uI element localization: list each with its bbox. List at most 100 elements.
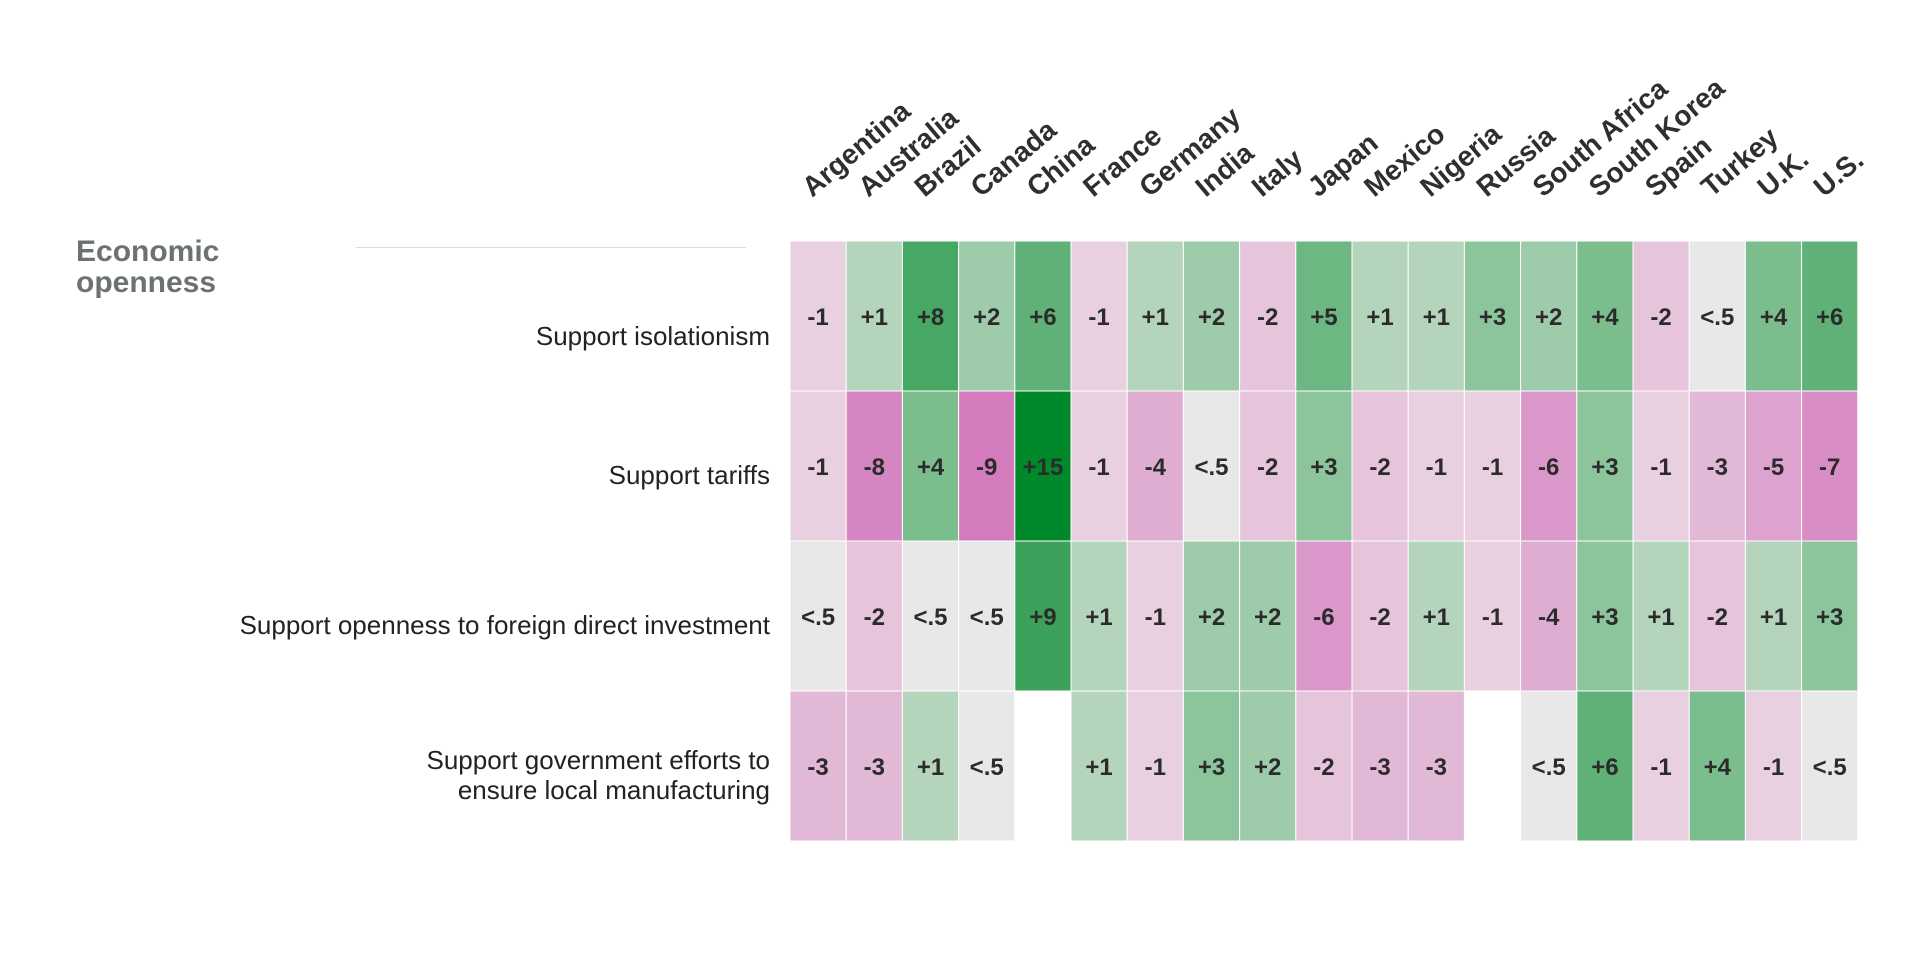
cell-value-label: +6 bbox=[1816, 304, 1843, 331]
cell-value-label: +5 bbox=[1310, 304, 1337, 331]
cell-value-label: -1 bbox=[1650, 454, 1671, 481]
heatmap-cell bbox=[1632, 390, 1690, 542]
heatmap-cell bbox=[845, 540, 903, 692]
cell-value-label: -1 bbox=[1763, 754, 1784, 781]
cell-value-label: +15 bbox=[1023, 454, 1064, 481]
cell-value-label: +4 bbox=[1591, 304, 1619, 331]
heatmap-cell bbox=[1014, 390, 1072, 542]
heatmap-cell bbox=[1070, 690, 1128, 842]
cell-value-label: +3 bbox=[1591, 604, 1618, 631]
heatmap-cell bbox=[1576, 540, 1634, 692]
heatmap-cell bbox=[1295, 240, 1353, 392]
cell-value-label: +9 bbox=[1029, 604, 1056, 631]
cell-value-label: -1 bbox=[1426, 454, 1447, 481]
heatmap-cell bbox=[1576, 690, 1634, 842]
heatmap-cell bbox=[1407, 240, 1465, 392]
heatmap-cell bbox=[1801, 390, 1859, 542]
cell-value-label: +1 bbox=[1423, 304, 1450, 331]
cell-value-label: <.5 bbox=[1532, 754, 1566, 781]
heatmap-cell bbox=[845, 240, 903, 392]
heatmap-cell bbox=[1407, 540, 1465, 692]
heatmap-cell bbox=[1070, 390, 1128, 542]
heatmap-cell bbox=[1632, 540, 1690, 692]
heatmap-cell bbox=[1407, 690, 1465, 842]
heatmap-cell bbox=[1014, 540, 1072, 692]
cell-value-label: <.5 bbox=[970, 604, 1004, 631]
cell-value-label: -1 bbox=[807, 454, 828, 481]
cell-value-label: +1 bbox=[1085, 604, 1112, 631]
cell-value-label: <.5 bbox=[970, 754, 1004, 781]
cell-value-label: -1 bbox=[1145, 754, 1166, 781]
cell-value-label: <.5 bbox=[1194, 454, 1228, 481]
cell-value-label: +2 bbox=[1254, 604, 1281, 631]
column-label: U.S. bbox=[1808, 144, 1870, 203]
heatmap-cell bbox=[1014, 240, 1072, 392]
cell-value-label: +1 bbox=[1760, 604, 1787, 631]
cell-value-label: +1 bbox=[861, 304, 888, 331]
cell-value-label: -9 bbox=[976, 454, 997, 481]
heatmap-cell bbox=[1295, 690, 1353, 842]
heatmap-cell bbox=[789, 540, 847, 692]
heatmap-cell bbox=[789, 690, 847, 842]
cell-value-label: -2 bbox=[1313, 754, 1334, 781]
row-label: Support openness to foreign direct inves… bbox=[240, 610, 771, 640]
cell-value-label: +1 bbox=[917, 754, 944, 781]
heatmap-cell bbox=[1239, 540, 1297, 692]
cell-value-label: <.5 bbox=[801, 604, 835, 631]
cell-value-label: +3 bbox=[1816, 604, 1843, 631]
heatmap-cell bbox=[1239, 690, 1297, 842]
heatmap-cell bbox=[1407, 390, 1465, 542]
heatmap-cell bbox=[1239, 240, 1297, 392]
heatmap-cell bbox=[1744, 240, 1803, 392]
cell-value-label: +4 bbox=[917, 454, 945, 481]
cell-value-label: +2 bbox=[1198, 304, 1225, 331]
heatmap-cell bbox=[1351, 690, 1409, 842]
cell-value-label: <.5 bbox=[1813, 754, 1847, 781]
heatmap-cell bbox=[1351, 240, 1409, 392]
heatmap-cell bbox=[1688, 240, 1746, 392]
heatmap-cell bbox=[789, 390, 847, 542]
cell-value-label: +6 bbox=[1591, 754, 1618, 781]
cell-value-label: -2 bbox=[1369, 454, 1390, 481]
cell-value-label: -2 bbox=[864, 604, 885, 631]
cell-value-label: +4 bbox=[1760, 304, 1788, 331]
heatmap-cell bbox=[1744, 690, 1803, 842]
heatmap-cell bbox=[901, 390, 960, 542]
cell-value-label: +2 bbox=[1198, 604, 1225, 631]
cell-value-label: -6 bbox=[1538, 454, 1559, 481]
cell-value-label: -3 bbox=[1707, 454, 1728, 481]
cell-value-label: +3 bbox=[1591, 454, 1618, 481]
heatmap-cell bbox=[1126, 540, 1184, 692]
heatmap-cell bbox=[1126, 690, 1184, 842]
cell-value-label: +8 bbox=[917, 304, 944, 331]
cell-value-label: -1 bbox=[1088, 454, 1109, 481]
cell-value-label: +1 bbox=[1423, 604, 1450, 631]
cell-value-label: +2 bbox=[1535, 304, 1562, 331]
cell-value-label: -1 bbox=[1088, 304, 1109, 331]
cell-value-label: <.5 bbox=[913, 604, 947, 631]
heatmap-cell bbox=[901, 690, 960, 842]
cell-value-label: -6 bbox=[1313, 604, 1334, 631]
cell-value-label: +2 bbox=[973, 304, 1000, 331]
heatmap-cell bbox=[958, 540, 1016, 692]
heatmap-cell bbox=[958, 690, 1016, 842]
heatmap-cell bbox=[1295, 540, 1353, 692]
section-title: Economic openness bbox=[76, 235, 220, 299]
heatmap-cell bbox=[1688, 540, 1746, 692]
cell-value-label: -2 bbox=[1650, 304, 1671, 331]
cell-value-label: +4 bbox=[1704, 754, 1732, 781]
row-label: Support government efforts to bbox=[427, 745, 771, 775]
cell-value-label: -1 bbox=[1650, 754, 1671, 781]
cell-value-label: -8 bbox=[864, 454, 885, 481]
cell-value-label: +3 bbox=[1479, 304, 1506, 331]
row-label: Support tariffs bbox=[609, 460, 770, 490]
heatmap-cell bbox=[1520, 240, 1578, 392]
heatmap-cell bbox=[1182, 540, 1241, 692]
cell-value-label: -4 bbox=[1538, 604, 1560, 631]
cell-value-label: -1 bbox=[1482, 454, 1503, 481]
cell-value-label: -1 bbox=[1145, 604, 1166, 631]
title-divider bbox=[356, 247, 746, 248]
cell-value-label: -1 bbox=[1482, 604, 1503, 631]
cell-value-label: -2 bbox=[1369, 604, 1390, 631]
